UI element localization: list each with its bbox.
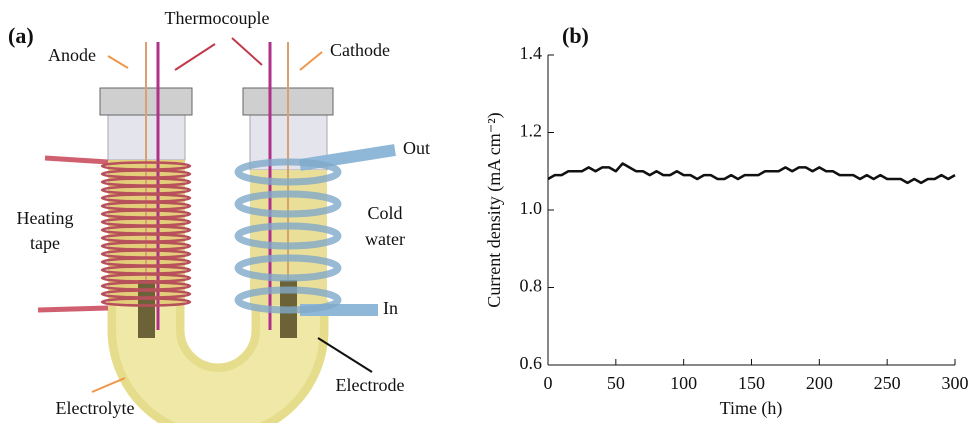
u-tube-inner (116, 300, 320, 423)
label: Thermocouple (165, 8, 270, 28)
y-tick-label: 1.0 (520, 198, 543, 218)
arrow (107, 55, 129, 69)
cooling-coil (234, 158, 342, 186)
cooling-coil (234, 254, 342, 282)
label: In (383, 298, 398, 318)
x-axis-label: Time (h) (720, 398, 783, 419)
arrow (91, 377, 126, 393)
cooling-coil (234, 190, 342, 218)
heating-coil (100, 297, 192, 307)
heating-lead (37, 305, 109, 313)
x-tick-label: 50 (607, 373, 625, 393)
panel-label: (a) (8, 23, 34, 48)
y-axis-label: Current density (mA cm⁻²) (484, 112, 505, 307)
label: Cathode (330, 40, 390, 60)
y-tick-label: 1.2 (520, 121, 543, 141)
cell-diagram (37, 37, 396, 423)
cooling-coil (234, 286, 342, 314)
y-tick-label: 1.4 (520, 43, 543, 63)
x-tick-label: 200 (806, 373, 833, 393)
x-tick-label: 250 (874, 373, 901, 393)
x-tick-label: 300 (942, 373, 969, 393)
y-tick-label: 0.6 (520, 353, 543, 373)
cooling-coil (234, 222, 342, 250)
label: water (365, 229, 405, 249)
x-tick-label: 150 (738, 373, 765, 393)
arrow (317, 337, 373, 373)
label: Heating (17, 208, 74, 228)
label: Electrolyte (56, 398, 135, 418)
label: Out (403, 138, 430, 158)
x-tick-label: 0 (544, 373, 553, 393)
arrow (174, 43, 216, 71)
label: Anode (48, 45, 96, 65)
panel-label: (b) (562, 23, 589, 48)
y-tick-label: 0.8 (520, 276, 543, 296)
electrode-left (138, 280, 155, 338)
label: Cold (367, 203, 402, 223)
data-line (547, 162, 956, 185)
arrow (299, 51, 323, 71)
label: Electrode (336, 375, 405, 395)
arrow (231, 37, 263, 66)
heating-lead (44, 155, 109, 165)
label: tape (30, 233, 60, 253)
x-tick-label: 100 (670, 373, 697, 393)
